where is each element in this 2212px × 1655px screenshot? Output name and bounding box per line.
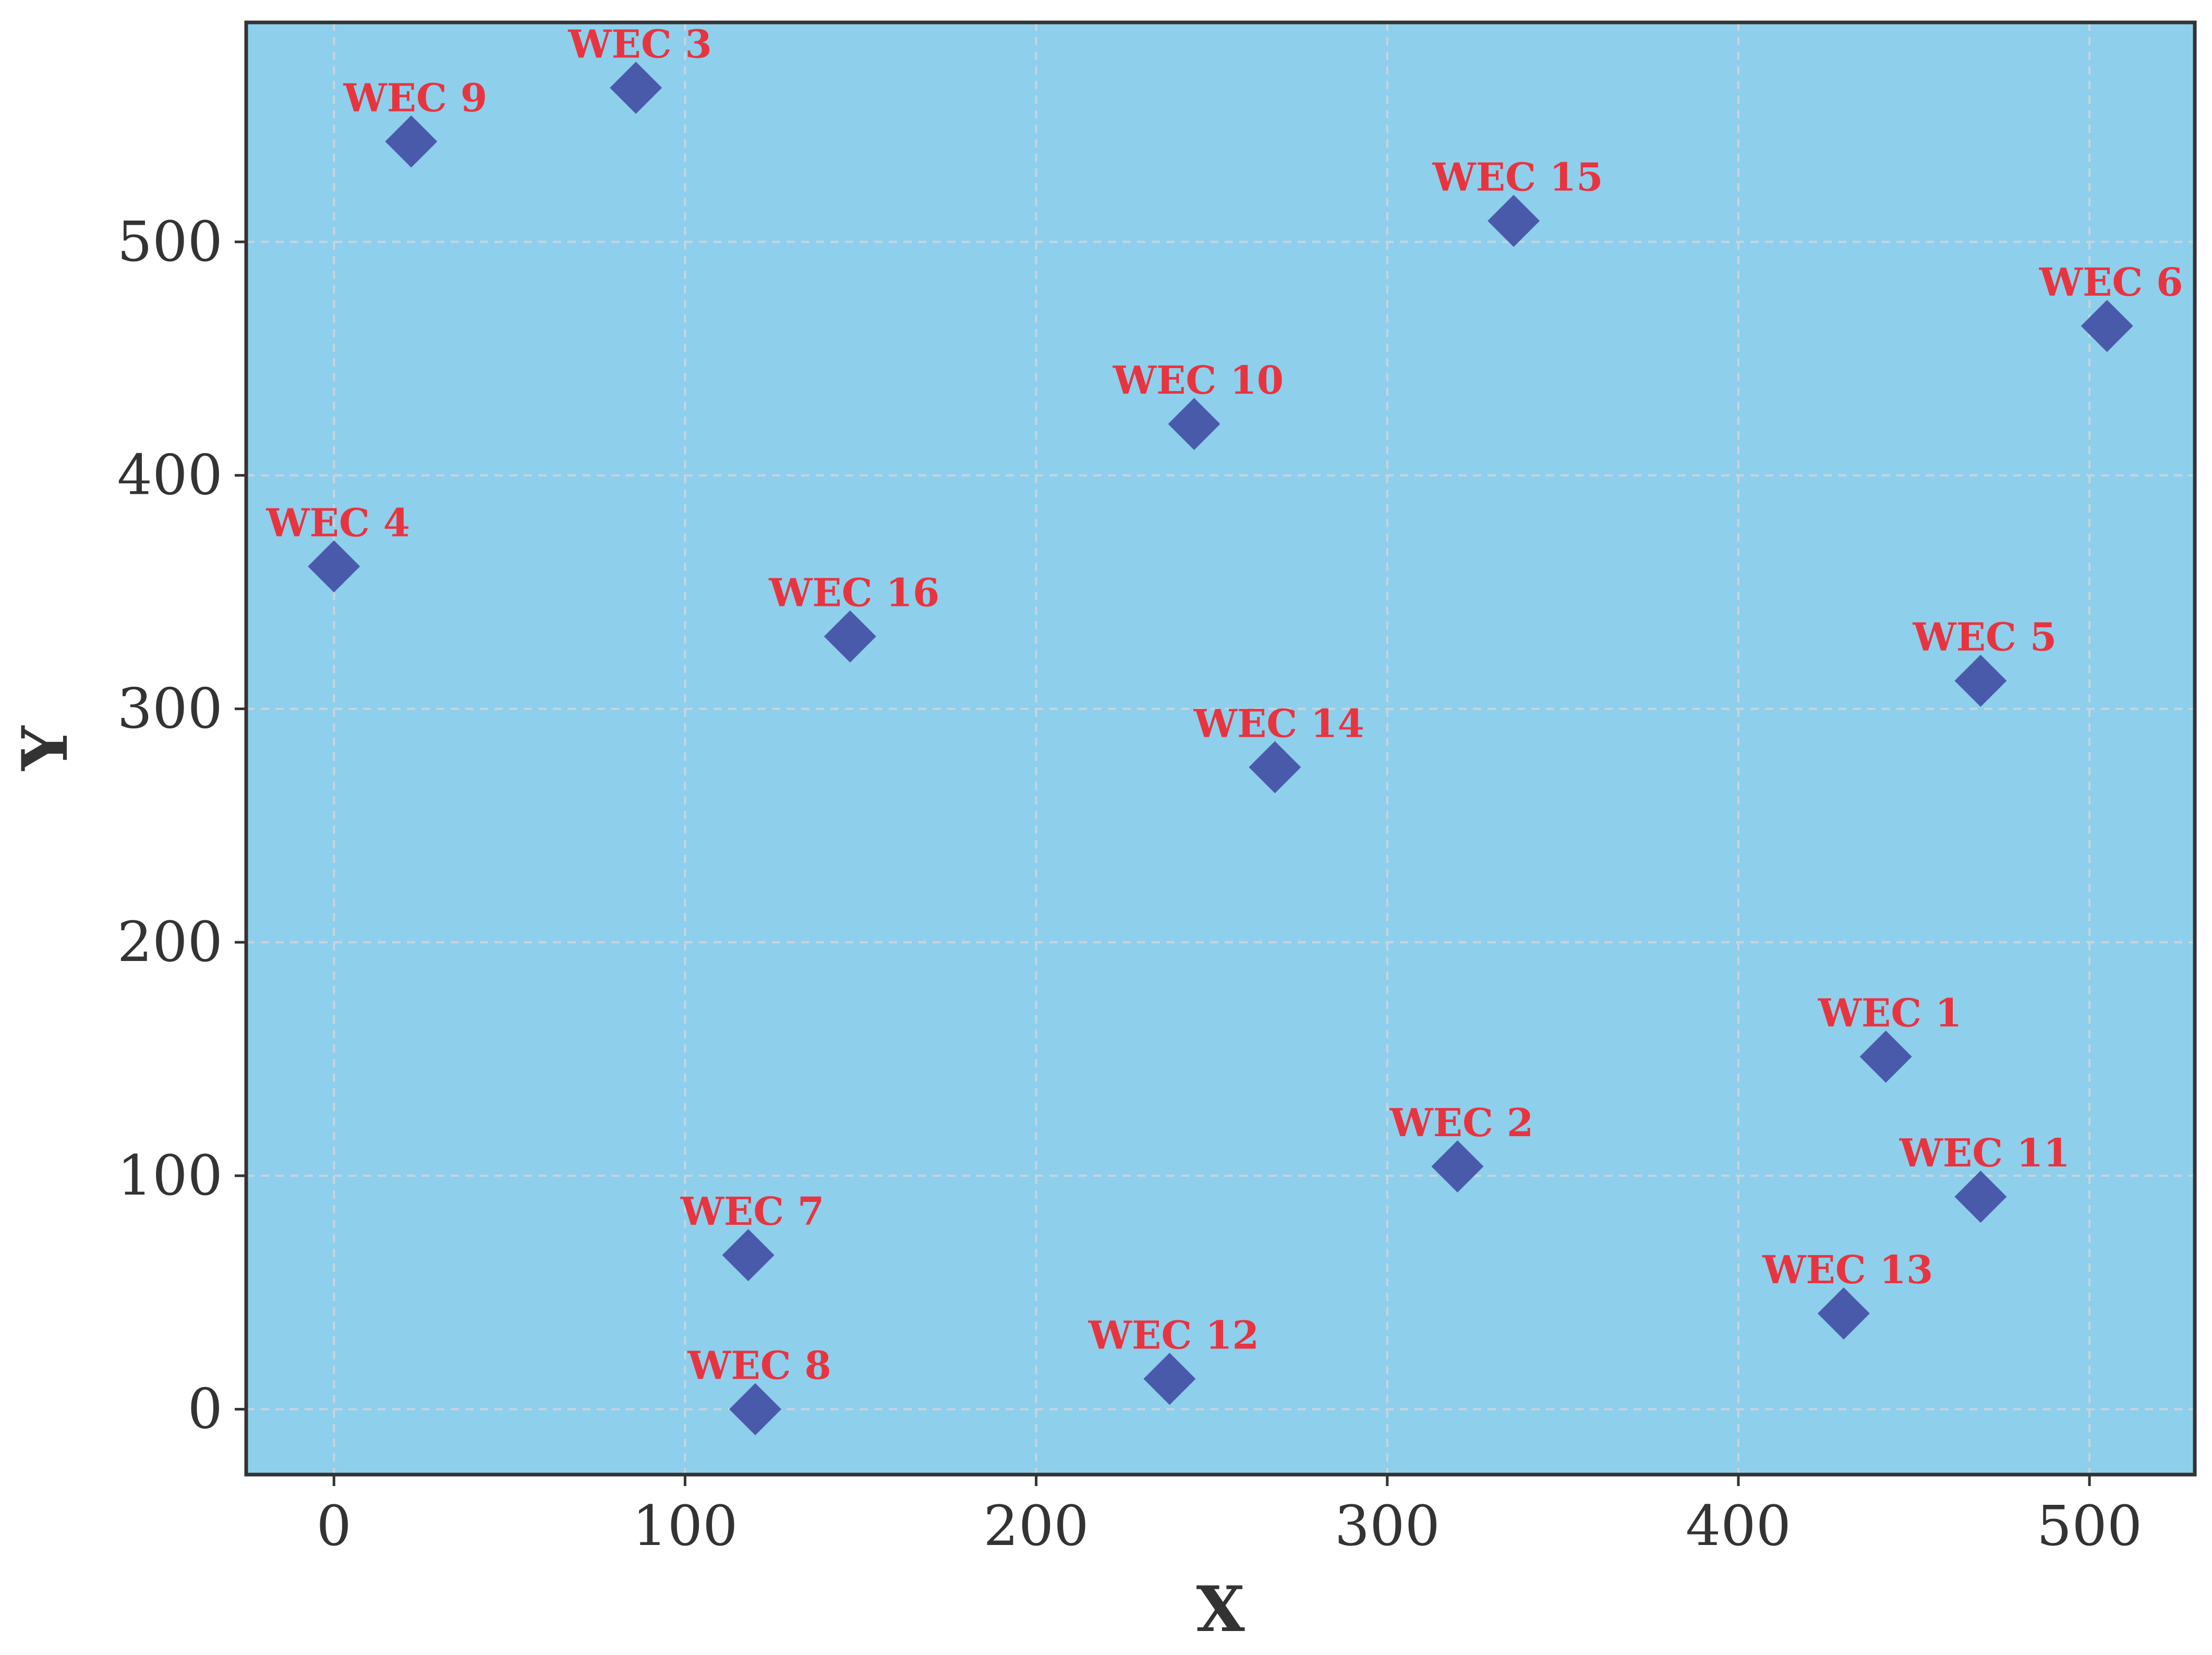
x-tick-label: 0	[317, 1494, 352, 1558]
y-tick-label: 400	[117, 443, 223, 507]
data-point-label: WEC 16	[768, 571, 939, 616]
data-point-label: WEC 13	[1762, 1248, 1933, 1293]
data-point-marker	[1431, 1140, 1484, 1192]
data-point-label: WEC 2	[1389, 1101, 1534, 1146]
x-axis-label: X	[1196, 1573, 1244, 1646]
data-point-marker	[1143, 1353, 1196, 1405]
data-labels: WEC 1 WEC 2 WEC 3 WEC 4 WEC 5 WEC 6 WEC 7 WEC 8…	[265, 22, 2183, 1388]
data-point-marker	[1954, 654, 2007, 707]
data-points	[308, 62, 2133, 1435]
data-point-label: WEC 6	[2039, 260, 2183, 305]
data-point-marker	[1488, 194, 1540, 247]
y-tick-label: 300	[117, 676, 223, 740]
data-point-marker	[824, 610, 876, 663]
y-axis-label: Y	[8, 725, 82, 772]
plot-area-background	[246, 22, 2195, 1475]
data-point-marker	[1817, 1287, 1870, 1340]
data-point-marker	[1859, 1030, 1912, 1083]
data-point-label: WEC 8	[687, 1344, 831, 1389]
data-point-label: WEC 3	[567, 22, 712, 67]
data-point-marker	[729, 1383, 782, 1435]
data-point-label: WEC 5	[1913, 615, 2057, 660]
grid	[246, 22, 2195, 1475]
data-point-marker	[610, 62, 662, 114]
x-tick-label: 500	[2037, 1494, 2142, 1558]
data-point-marker	[722, 1229, 775, 1282]
data-point-label: WEC 10	[1113, 358, 1284, 403]
data-point-marker	[1249, 741, 1301, 794]
data-point-marker	[1168, 398, 1220, 451]
x-tick-label: 100	[632, 1494, 738, 1558]
data-point-label: WEC 14	[1193, 701, 1364, 746]
data-point-label: WEC 4	[265, 501, 410, 545]
data-point-label: WEC 7	[680, 1189, 825, 1234]
data-point-marker	[308, 540, 360, 593]
data-point-label: WEC 11	[1899, 1131, 2070, 1176]
y-tick-label: 200	[117, 910, 223, 974]
y-tick-label: 0	[188, 1377, 223, 1441]
x-tick-label: 400	[1686, 1494, 1791, 1558]
data-point-marker	[385, 115, 438, 168]
data-point-label: WEC 12	[1088, 1313, 1259, 1358]
plot-frame	[244, 20, 2197, 1477]
y-tick-label: 100	[117, 1143, 223, 1208]
x-tick-label: 200	[983, 1494, 1089, 1558]
data-point-marker	[1954, 1171, 2007, 1223]
axis-ticks: 0 100 200 300 400 500 0 100 200 300 400 500	[117, 210, 2143, 1558]
data-point-label: WEC 15	[1432, 155, 1603, 200]
data-point-label: WEC 1	[1818, 991, 1962, 1036]
data-point-label: WEC 9	[343, 76, 488, 120]
x-tick-label: 300	[1335, 1494, 1440, 1558]
y-tick-label: 500	[117, 210, 223, 274]
data-point-marker	[2081, 300, 2133, 352]
